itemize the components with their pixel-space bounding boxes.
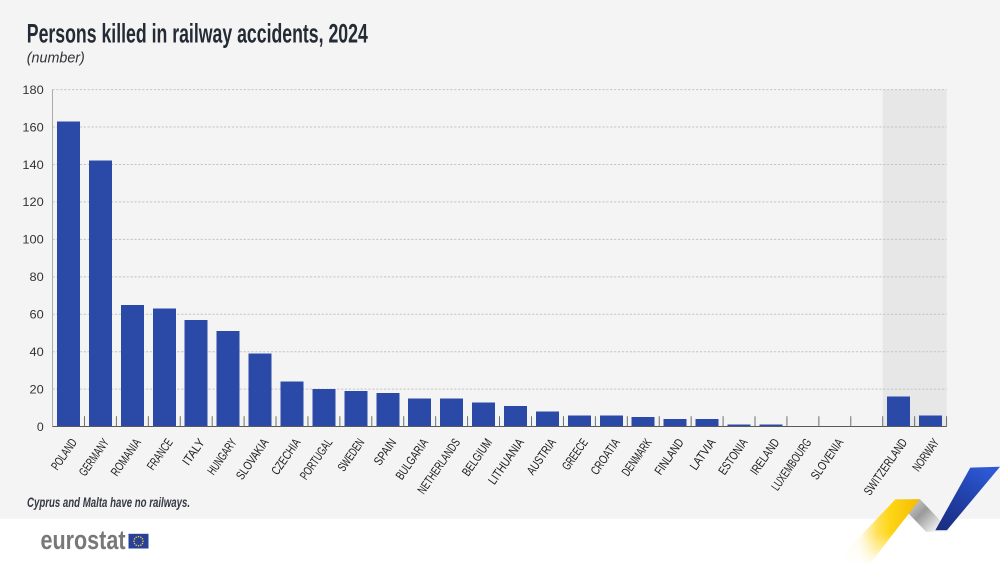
svg-text:0: 0 — [37, 420, 44, 434]
svg-text:180: 180 — [22, 83, 43, 97]
svg-text:Cyprus and Malta have no railw: Cyprus and Malta have no railways. — [27, 494, 190, 510]
svg-text:100: 100 — [22, 233, 43, 247]
svg-text:eurostat: eurostat — [41, 525, 126, 555]
svg-text:160: 160 — [22, 120, 43, 134]
svg-text:20: 20 — [30, 382, 44, 396]
svg-text:120: 120 — [22, 195, 43, 209]
svg-text:60: 60 — [30, 308, 44, 322]
svg-text:Persons killed in railway acci: Persons killed in railway accidents, 202… — [27, 18, 368, 48]
svg-text:140: 140 — [22, 158, 43, 172]
svg-text:80: 80 — [30, 270, 44, 284]
svg-text:(number): (number) — [27, 50, 85, 67]
svg-text:40: 40 — [30, 345, 44, 359]
